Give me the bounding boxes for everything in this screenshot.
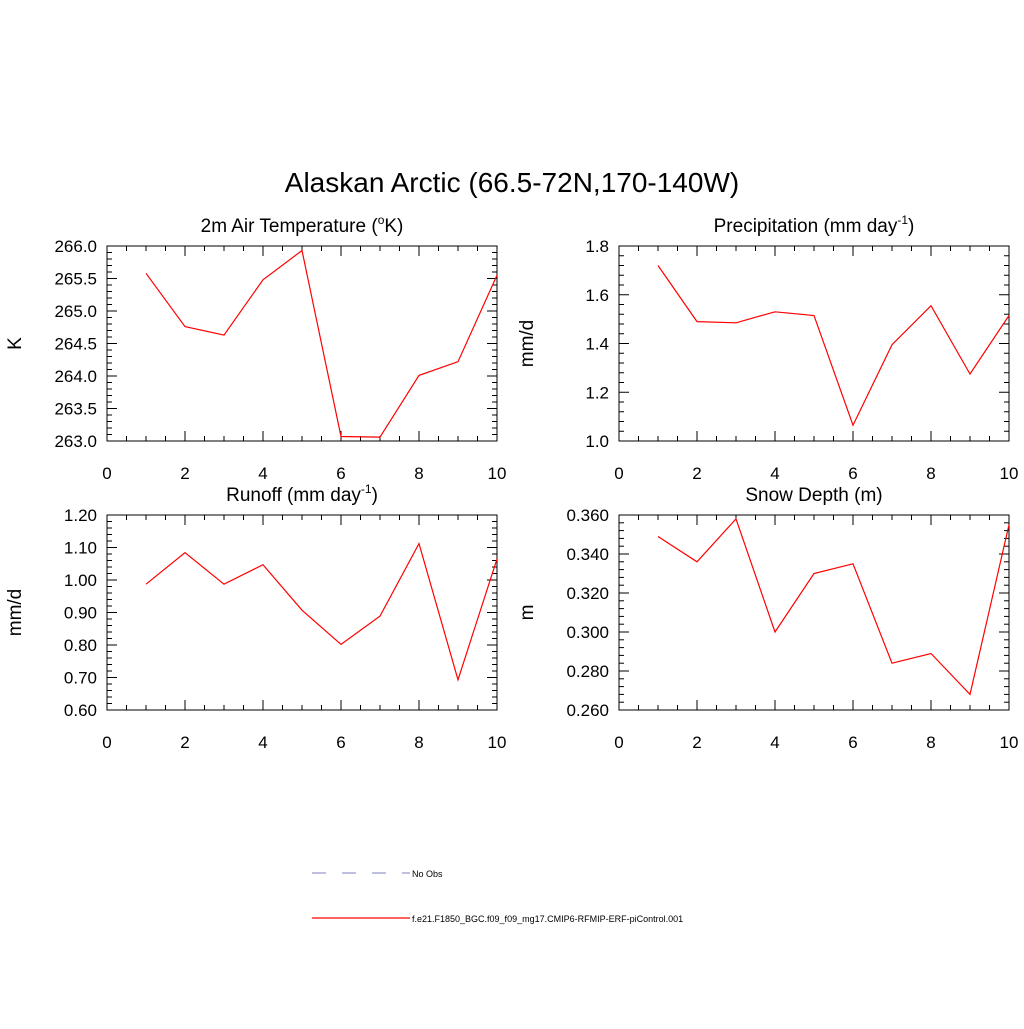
y-tick-label: 1.2	[585, 383, 609, 402]
y-tick-label: 263.5	[54, 400, 97, 419]
y-tick-label: 1.0	[585, 432, 609, 451]
x-tick-label: 4	[770, 733, 779, 752]
y-tick-label: 0.300	[566, 623, 609, 642]
x-tick-label: 6	[848, 733, 857, 752]
y-tick-label: 0.360	[566, 506, 609, 525]
series-line-1	[145, 249, 498, 438]
y-tick-label: 264.0	[54, 367, 97, 386]
panel-title-main: Snow Depth (m)	[745, 485, 882, 506]
panel-title-superscript: -1	[897, 213, 908, 227]
panel-title: Runoff (mm day-1)	[226, 482, 378, 506]
y-tick-label: 0.280	[566, 662, 609, 681]
series-line-1	[657, 265, 1010, 427]
x-tick-label: 8	[926, 464, 935, 483]
y-axis-label: mm/d	[517, 320, 538, 368]
panel-title-main: Precipitation (mm day	[714, 216, 898, 237]
panel-title-tail: )	[372, 485, 378, 506]
y-tick-label: 1.20	[64, 506, 97, 525]
y-axis-label: mm/d	[5, 589, 26, 637]
y-tick-label: 0.320	[566, 584, 609, 603]
panel-title-tail: K)	[384, 216, 403, 237]
x-tick-label: 10	[488, 464, 507, 483]
x-tick-label: 10	[1000, 733, 1019, 752]
y-tick-label: 265.0	[54, 302, 97, 321]
y-tick-label: 264.5	[54, 335, 97, 354]
x-tick-label: 0	[614, 733, 623, 752]
y-tick-label: 1.4	[585, 335, 609, 354]
x-tick-label: 2	[692, 464, 701, 483]
panels: 0 2 4 6 8 10263.0263.5264.0264.5265.0265.5266…	[5, 213, 1018, 752]
panel-title-main: Runoff (mm day	[226, 485, 361, 506]
legend-item-1: No Obs	[312, 869, 443, 879]
panel-title-tail: )	[908, 216, 914, 237]
x-tick-label: 10	[488, 733, 507, 752]
chart-panel-4: 0 2 4 6 8 10 0.260 0.280 0.300 0.320 0.340 0.360 Sno…	[517, 485, 1018, 752]
y-tick-label: 263.0	[54, 432, 97, 451]
x-tick-label: 4	[258, 464, 267, 483]
panel-title: Precipitation (mm day-1)	[714, 213, 915, 237]
main-title: Alaskan Arctic (66.5-72N,170-140W)	[285, 167, 739, 198]
x-tick-label: 2	[180, 733, 189, 752]
chart-panel-3: 0 2 4 6 8 10 0.60 0.70 0.80 0.90 1.00 1.10 1.20 Runof…	[5, 482, 506, 752]
x-tick-label: 0	[102, 464, 111, 483]
x-tick-label: 0	[102, 733, 111, 752]
panel-title-superscript: o	[378, 213, 385, 227]
series-line-1	[657, 517, 1010, 696]
panel-title-superscript: -1	[361, 482, 372, 496]
y-tick-label: 266.0	[54, 237, 97, 256]
x-tick-label: 2	[692, 733, 701, 752]
legend-item-2: f.e21.F1850_BGC.f09_f09_mg17.CMIP6-RFMIP…	[312, 914, 683, 924]
x-tick-label: 6	[336, 733, 345, 752]
y-tick-label: 0.60	[64, 701, 97, 720]
chart-panel-2: 0 2 4 6 8 10 1.0 1.2 1.4 1.6 1.8 Precipitation (mm …	[517, 213, 1018, 483]
y-tick-label: 0.340	[566, 545, 609, 564]
series-line-1	[145, 542, 498, 682]
x-tick-label: 10	[1000, 464, 1019, 483]
panel-title: Snow Depth (m)	[745, 485, 882, 506]
x-tick-label: 8	[414, 464, 423, 483]
y-tick-label: 1.10	[64, 539, 97, 558]
legend-label: No Obs	[412, 869, 443, 879]
y-tick-label: 1.00	[64, 571, 97, 590]
y-tick-label: 1.6	[585, 286, 609, 305]
legend-label: f.e21.F1850_BGC.f09_f09_mg17.CMIP6-RFMIP…	[412, 914, 683, 924]
panel-title-main: 2m Air Temperature (	[201, 216, 379, 237]
x-tick-label: 4	[258, 733, 267, 752]
y-tick-label: 0.70	[64, 669, 97, 688]
y-axis-label: m	[517, 605, 538, 621]
panel-title: 2m Air Temperature (oK)	[201, 213, 404, 237]
x-tick-label: 6	[336, 464, 345, 483]
y-tick-label: 0.260	[566, 701, 609, 720]
y-axis-label: K	[5, 337, 26, 350]
y-tick-label: 1.8	[585, 237, 609, 256]
legend: No Obs f.e21.F1850_BGC.f09_f09_mg17.CMIP6…	[312, 869, 683, 924]
x-tick-label: 4	[770, 464, 779, 483]
y-tick-label: 0.80	[64, 636, 97, 655]
x-tick-label: 6	[848, 464, 857, 483]
x-tick-label: 2	[180, 464, 189, 483]
x-tick-label: 8	[414, 733, 423, 752]
y-tick-label: 0.90	[64, 604, 97, 623]
x-tick-label: 0	[614, 464, 623, 483]
x-tick-label: 8	[926, 733, 935, 752]
chart-panel-1: 0 2 4 6 8 10 263.0 263.5 264.0 264.5 265.0 265.5 266…	[5, 213, 506, 483]
y-tick-label: 265.5	[54, 270, 97, 289]
